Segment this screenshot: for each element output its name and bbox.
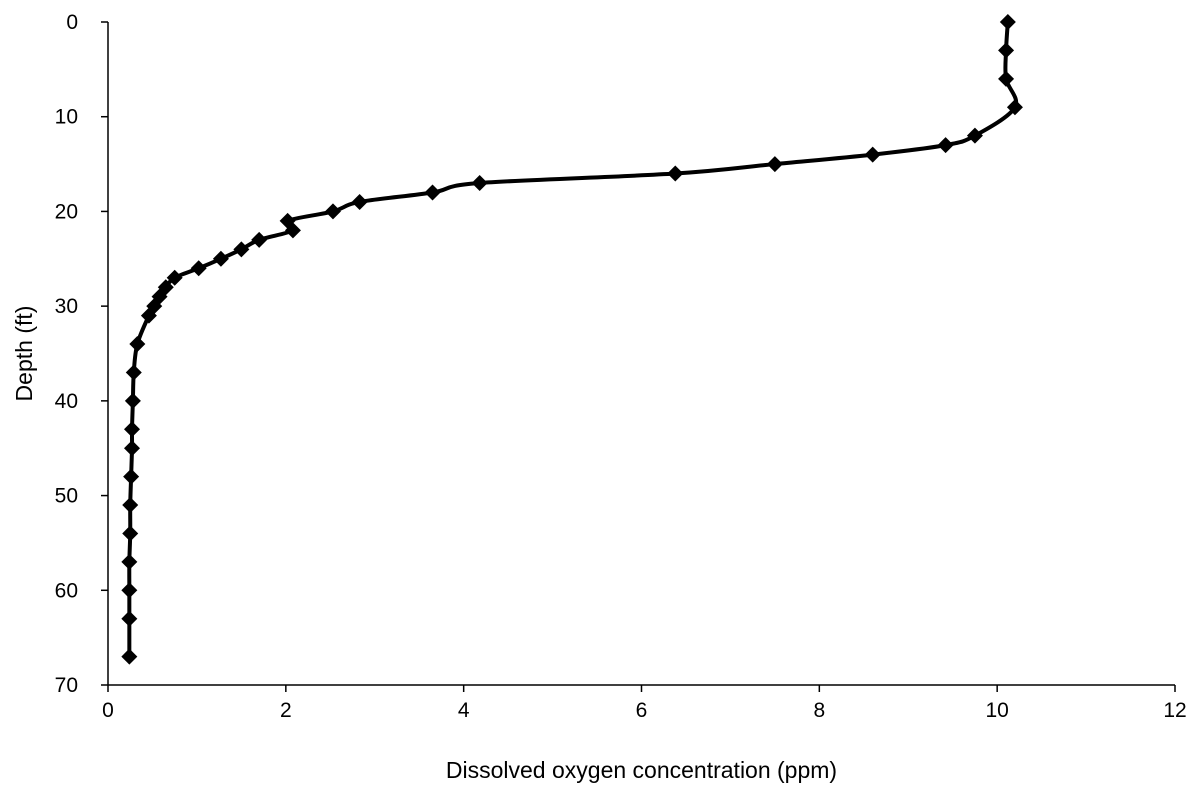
- data-point-marker: [667, 165, 684, 182]
- data-point-marker: [121, 582, 138, 599]
- data-point-marker: [251, 231, 268, 248]
- x-tick-label: 2: [280, 699, 292, 722]
- y-tick-label: 10: [55, 106, 78, 129]
- data-point-marker: [124, 392, 141, 409]
- x-tick-label: 6: [636, 699, 648, 722]
- data-point-marker: [351, 193, 368, 210]
- data-point-marker: [140, 307, 157, 324]
- data-point-marker: [864, 146, 881, 163]
- y-tick-label: 0: [66, 11, 78, 34]
- data-point-marker: [1006, 99, 1023, 116]
- data-point-marker: [233, 241, 250, 258]
- data-point-marker: [998, 70, 1015, 87]
- x-tick-label: 10: [985, 699, 1008, 722]
- data-point-marker: [471, 175, 488, 192]
- series-markers: [121, 14, 1023, 665]
- data-point-marker: [125, 364, 142, 381]
- plot-area: 0 2 4 6 8 10 12 0 10 20 30 40 50 60 70: [55, 11, 1187, 722]
- series-line: [127, 20, 1019, 659]
- data-point-marker: [998, 42, 1015, 59]
- data-point-marker: [166, 269, 183, 286]
- y-tick-label: 50: [55, 485, 78, 508]
- data-point-marker: [324, 203, 341, 220]
- y-tick-label: 20: [55, 200, 78, 223]
- x-axis-title: Dissolved oxygen concentration (ppm): [446, 757, 837, 783]
- data-point-marker: [122, 525, 139, 542]
- data-point-marker: [190, 260, 207, 277]
- data-point-marker: [937, 137, 954, 154]
- data-point-marker: [121, 553, 138, 570]
- x-tick-label: 12: [1163, 699, 1186, 722]
- data-point-marker: [999, 14, 1016, 30]
- y-tick-label: 40: [55, 390, 78, 413]
- x-tick-label: 8: [813, 699, 825, 722]
- data-point-marker: [766, 156, 783, 173]
- data-point-marker: [123, 468, 140, 485]
- x-tick-label: 0: [102, 699, 114, 722]
- y-tick-label: 70: [55, 674, 78, 697]
- data-point-marker: [121, 610, 138, 627]
- data-point-marker: [212, 250, 229, 267]
- data-point-marker: [122, 497, 139, 514]
- data-point-marker: [124, 421, 141, 438]
- y-tick-label: 60: [55, 579, 78, 602]
- data-point-marker: [966, 127, 983, 144]
- data-point-marker: [124, 440, 141, 457]
- data-point-marker: [284, 222, 301, 239]
- y-axis-ticks: 0 10 20 30 40 50 60 70: [55, 11, 108, 697]
- y-tick-label: 30: [55, 295, 78, 318]
- x-axis-ticks: 0 2 4 6 8 10 12: [102, 685, 1187, 722]
- x-tick-label: 4: [458, 699, 470, 722]
- data-point-marker: [121, 648, 138, 665]
- data-point-marker: [424, 184, 441, 201]
- data-point-marker: [129, 336, 146, 353]
- y-axis-title: Depth (ft): [11, 306, 37, 402]
